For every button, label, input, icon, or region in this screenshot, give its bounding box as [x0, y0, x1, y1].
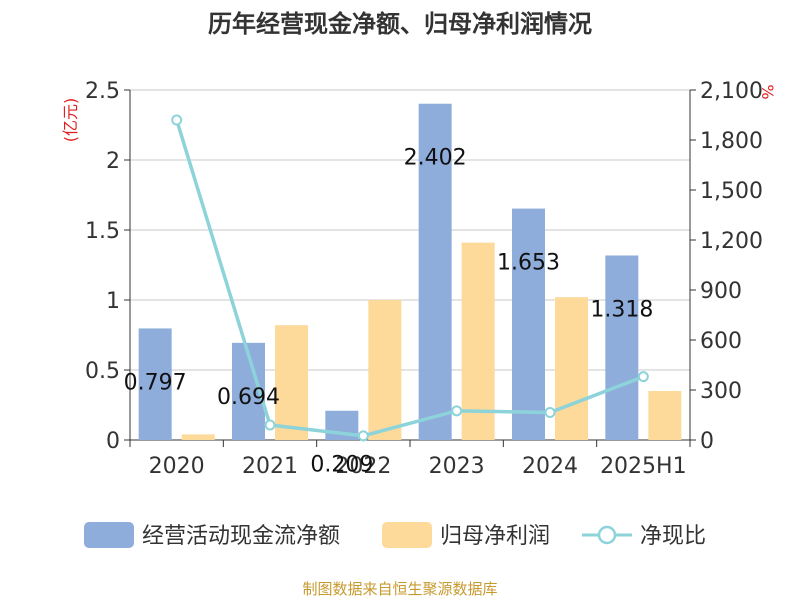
y-tick-label-right: 2,100 — [700, 79, 763, 104]
x-tick-label: 2022 — [335, 454, 391, 479]
x-tick-label: 2021 — [242, 454, 298, 479]
x-tick-label: 2023 — [429, 454, 485, 479]
data-label: 0.209 — [310, 453, 373, 478]
y-tick-label-right: 300 — [700, 379, 742, 404]
bar-operating-cash-flow — [138, 328, 172, 440]
legend-label: 净现比 — [640, 524, 706, 549]
y-tick-label-right: 900 — [700, 279, 742, 304]
y-tick-label-right: 1,800 — [700, 129, 763, 154]
data-label: 0.694 — [217, 385, 280, 410]
y-tick-label-left: 0.5 — [85, 359, 120, 384]
bar-net-profit — [461, 242, 495, 440]
legend-swatch — [382, 522, 432, 548]
y-tick-label-left: 0 — [106, 429, 120, 454]
legend: 经营活动现金流净额 归母净利润 净现比 — [84, 522, 706, 549]
data-label: 1.653 — [497, 251, 560, 276]
y-tick-label-right: 0 — [700, 429, 714, 454]
line-net-cash-ratio — [174, 119, 644, 438]
x-tick-label: 2025H1 — [600, 454, 687, 479]
legend-label: 经营活动现金流净额 — [142, 524, 340, 549]
point-net-cash-ratio — [171, 114, 183, 126]
bar-net-profit — [648, 391, 682, 440]
y-tick-label-left: 2.5 — [85, 79, 120, 104]
bar-net-profit — [368, 300, 402, 440]
chart-title: 历年经营现金净额、归母净利润情况 — [208, 10, 592, 38]
data-labels: 0.797 0.694 0.209 2.402 1.653 1.318 — [124, 146, 654, 478]
legend-swatch-marker — [597, 525, 617, 545]
y-tick-label-left: 1.5 — [85, 219, 120, 244]
legend-swatch — [84, 522, 134, 548]
data-label: 1.318 — [590, 297, 653, 322]
y-axis-title-left: (亿元) — [61, 98, 80, 143]
line-series — [171, 114, 649, 442]
data-label: 0.797 — [124, 370, 187, 395]
point-net-cash-ratio — [637, 371, 649, 383]
y-tick-label-left: 1 — [106, 289, 120, 314]
data-label: 2.402 — [404, 146, 467, 171]
x-tick-label: 2024 — [522, 454, 578, 479]
x-tick-label: 2020 — [149, 454, 205, 479]
bar-operating-cash-flow — [605, 255, 639, 440]
grid — [130, 89, 690, 371]
bar-operating-cash-flow — [418, 103, 452, 440]
y-tick-label-right: 600 — [700, 329, 742, 354]
axes: 0 0.5 1 1.5 2 2.5 0 300 600 900 1,200 1,500 1,800 2,1… — [61, 79, 777, 479]
point-net-cash-ratio — [451, 405, 463, 417]
bars — [138, 103, 682, 440]
source-note: 制图数据来自恒生聚源数据库 — [302, 580, 497, 598]
bar-net-profit — [181, 434, 215, 440]
y-axis-title-right: % — [758, 84, 777, 99]
point-net-cash-ratio — [544, 407, 556, 418]
y-tick-label-left: 2 — [106, 149, 120, 174]
bar-operating-cash-flow — [512, 208, 545, 440]
legend-label: 归母净利润 — [440, 524, 550, 549]
y-tick-label-right: 1,200 — [700, 229, 763, 254]
y-tick-label-right: 1,500 — [700, 179, 763, 204]
bar-net-profit — [275, 325, 308, 440]
point-net-cash-ratio — [264, 419, 276, 431]
bar-net-profit — [555, 297, 588, 440]
point-net-cash-ratio — [357, 430, 369, 442]
